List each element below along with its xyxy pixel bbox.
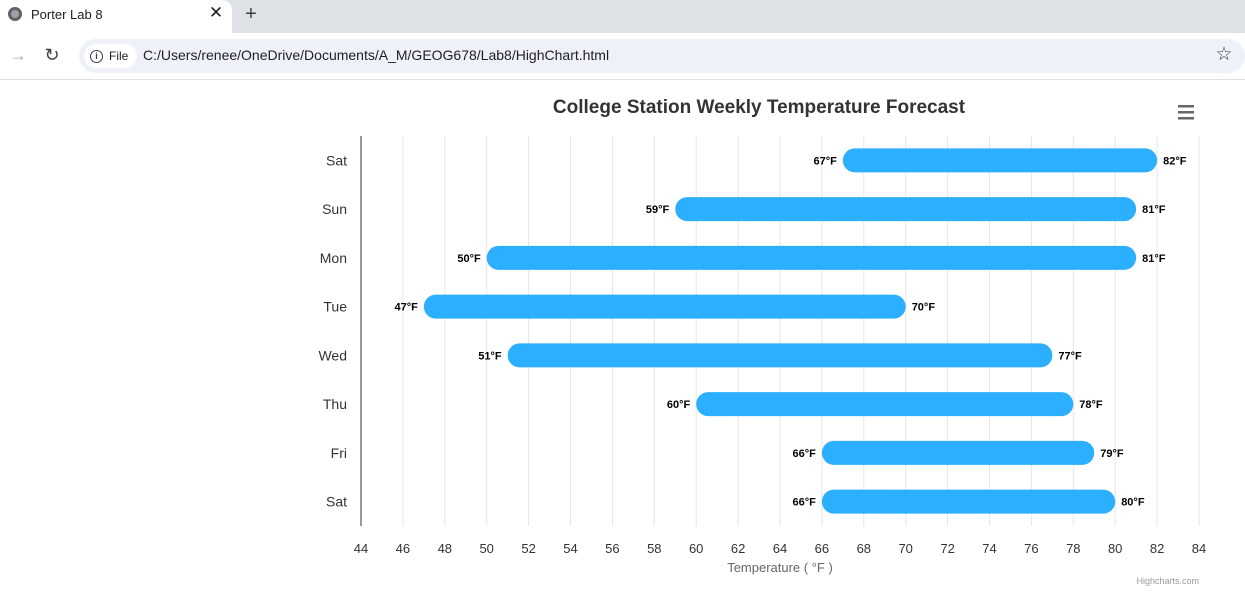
data-labels: 67°F 82°F 59°F 81°F 50°F 81°F 47°F 70°F 51°F 77°F…: [394, 155, 1186, 508]
y-category-label: Tue: [323, 299, 347, 315]
x-tick-label: 72: [940, 541, 954, 556]
temperature-range-bar: [821, 489, 1116, 514]
y-category-label: Wed: [318, 347, 347, 363]
x-tick-label: 46: [396, 541, 410, 556]
forward-arrow-icon[interactable]: →: [9, 45, 27, 65]
x-tick-label: 74: [982, 541, 996, 556]
temperature-range-bar: [821, 440, 1095, 465]
low-temp-label: 47°F: [394, 302, 418, 314]
high-temp-label: 81°F: [1142, 253, 1166, 265]
grid-lines: [402, 136, 1200, 526]
temperature-range-bar: [842, 148, 1158, 173]
high-temp-label: 82°F: [1163, 155, 1187, 167]
low-temp-label: 51°F: [478, 350, 502, 362]
site-info-chip[interactable]: i File: [84, 44, 138, 68]
browser-tab-active[interactable]: Porter Lab 8 ✕: [0, 0, 232, 33]
low-temp-label: 66°F: [793, 448, 817, 460]
temperature-range-bar: [486, 245, 1137, 270]
browser-toolbar: → ↻ i File C:/Users/renee/OneDrive/Docum…: [0, 33, 1245, 80]
axes: 44 46 48 50 52 54 56 58 60 62 64 66 68 70 72 74 76 78 80 82…: [318, 136, 1206, 556]
x-tick-label: 58: [647, 541, 661, 556]
low-temp-label: 60°F: [667, 399, 691, 411]
high-temp-label: 81°F: [1142, 204, 1166, 216]
temperature-bars: [423, 148, 1158, 514]
file-chip-label: File: [109, 49, 129, 63]
high-temp-label: 77°F: [1058, 350, 1082, 362]
temperature-range-chart: 67°F 82°F 59°F 81°F 50°F 81°F 47°F 70°F 51°F 77°F…: [318, 97, 1206, 586]
x-tick-label: 50: [479, 541, 493, 556]
y-category-label: Sat: [326, 494, 347, 510]
y-category-label: Sun: [322, 201, 347, 217]
browser-tab-bar: Porter Lab 8 ✕ +: [0, 0, 1245, 33]
low-temp-label: 66°F: [793, 497, 817, 509]
highcharts-credits[interactable]: Highcharts.com: [1136, 576, 1199, 586]
y-category-label: Mon: [320, 250, 347, 266]
x-tick-label: 70: [898, 541, 912, 556]
temperature-range-bar: [507, 343, 1053, 368]
low-temp-label: 59°F: [646, 204, 670, 216]
chart-container: 67°F 82°F 59°F 81°F 50°F 81°F 47°F 70°F 51°F 77°F…: [0, 80, 1245, 602]
temperature-range-bar: [675, 197, 1137, 222]
high-temp-label: 79°F: [1100, 448, 1124, 460]
temperature-range-bar: [423, 294, 906, 319]
globe-icon: [8, 7, 22, 21]
y-category-label: Fri: [331, 445, 347, 461]
info-icon: i: [90, 49, 103, 63]
x-tick-label: 54: [563, 541, 577, 556]
x-tick-label: 82: [1150, 541, 1164, 556]
x-tick-label: 80: [1108, 541, 1122, 556]
x-tick-label: 66: [815, 541, 829, 556]
x-tick-label: 52: [521, 541, 535, 556]
x-tick-label: 48: [438, 541, 452, 556]
x-tick-label: 44: [354, 541, 368, 556]
x-tick-label: 84: [1192, 541, 1206, 556]
x-tick-label: 64: [773, 541, 787, 556]
y-category-label: Sat: [326, 152, 347, 168]
y-category-label: Thu: [323, 396, 347, 412]
low-temp-label: 50°F: [457, 253, 481, 265]
reload-icon[interactable]: ↻: [44, 45, 60, 65]
chart-title: College Station Weekly Temperature Forec…: [553, 97, 966, 118]
x-tick-label: 78: [1066, 541, 1080, 556]
x-tick-label: 76: [1024, 541, 1038, 556]
x-tick-label: 62: [731, 541, 745, 556]
high-temp-label: 70°F: [912, 302, 936, 314]
new-tab-button[interactable]: +: [245, 3, 257, 25]
x-tick-label: 56: [605, 541, 619, 556]
bookmark-star-icon[interactable]: ☆: [1215, 44, 1233, 65]
close-tab-icon[interactable]: ✕: [208, 3, 224, 22]
low-temp-label: 67°F: [813, 155, 837, 167]
x-tick-label: 60: [689, 541, 703, 556]
x-tick-label: 68: [857, 541, 871, 556]
temperature-range-bar: [696, 392, 1074, 417]
x-axis-title: Temperature ( °F ): [727, 560, 833, 575]
high-temp-label: 80°F: [1121, 497, 1145, 509]
high-temp-label: 78°F: [1079, 399, 1103, 411]
url-text[interactable]: C:/Users/renee/OneDrive/Documents/A_M/GE…: [143, 47, 610, 63]
tab-title: Porter Lab 8: [31, 7, 103, 22]
address-bar[interactable]: i File C:/Users/renee/OneDrive/Documents…: [79, 39, 1245, 73]
hamburger-menu-icon[interactable]: [1178, 105, 1194, 120]
